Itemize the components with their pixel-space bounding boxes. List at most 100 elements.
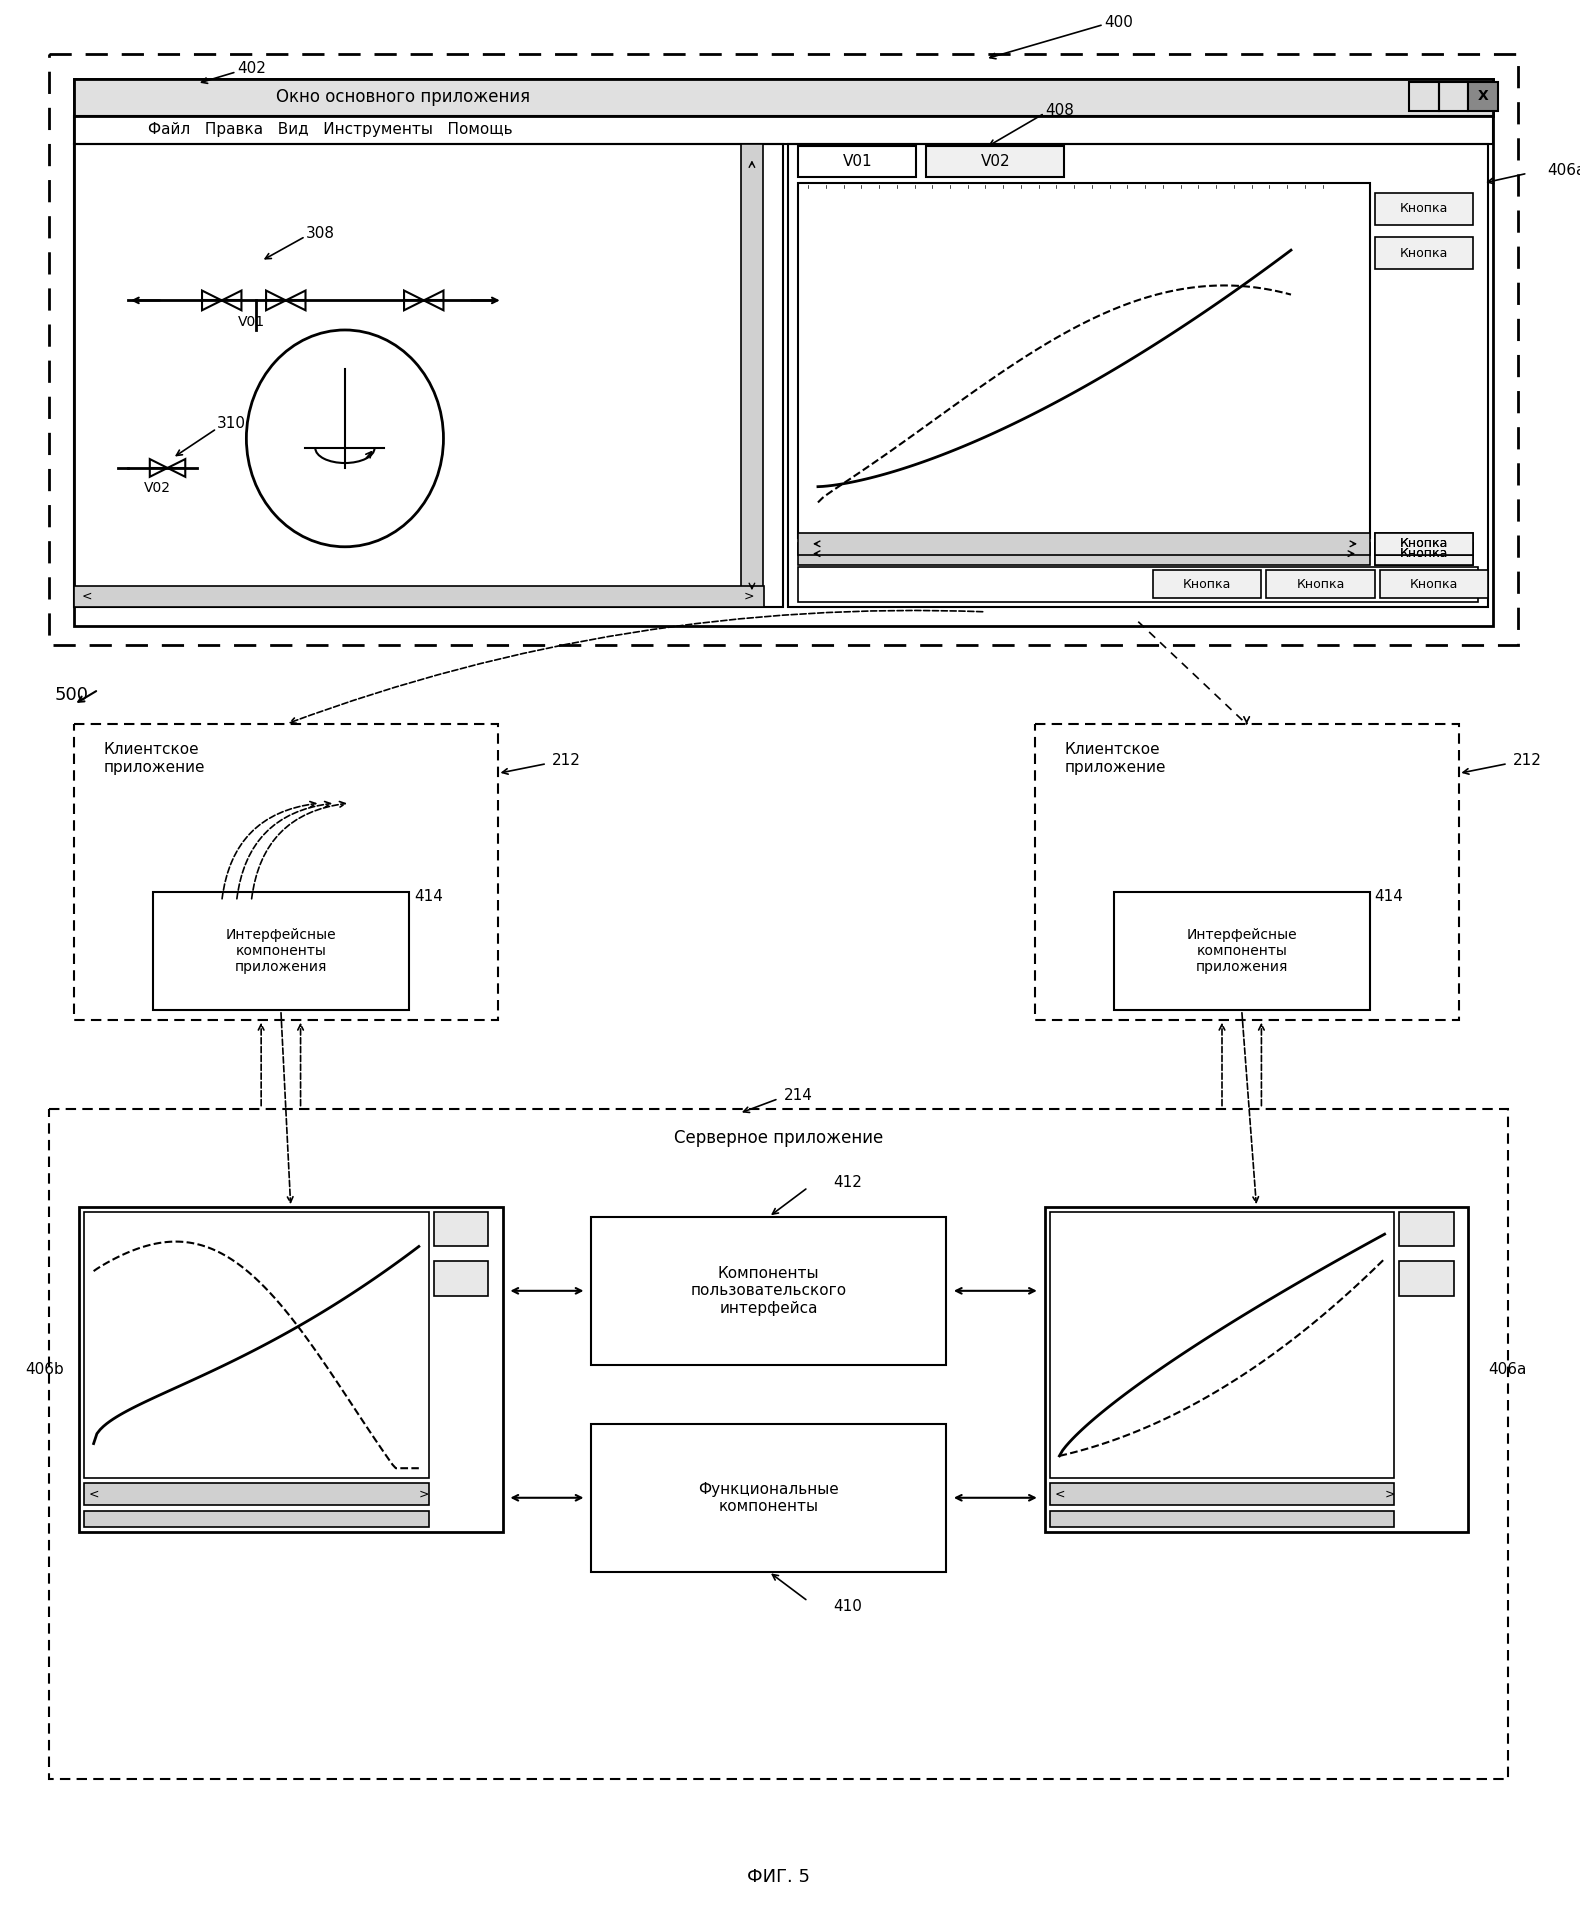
Text: Кнопка: Кнопка	[1400, 548, 1449, 559]
Text: >: >	[1384, 1488, 1395, 1501]
Text: 402: 402	[237, 62, 265, 77]
Bar	[74, 144, 784, 607]
Text: 412: 412	[833, 1174, 863, 1190]
Text: Кнопка: Кнопка	[1400, 538, 1449, 550]
Text: >: >	[419, 1488, 430, 1501]
Text: Серверное приложение: Серверное приложение	[675, 1128, 883, 1147]
Bar	[1375, 192, 1473, 225]
Bar	[74, 79, 1493, 115]
Text: Кнопка: Кнопка	[1409, 579, 1458, 590]
Polygon shape	[202, 290, 221, 309]
Text: Кнопка: Кнопка	[1183, 579, 1231, 590]
Bar	[1044, 1207, 1468, 1532]
Bar	[926, 146, 1065, 177]
Text: Окно основного приложения: Окно основного приложения	[276, 88, 529, 106]
Text: Функциональные
компоненты: Функциональные компоненты	[698, 1482, 839, 1515]
Text: V02: V02	[144, 480, 171, 494]
Bar	[1375, 236, 1473, 269]
Text: <: <	[1054, 1488, 1065, 1501]
Bar	[74, 725, 498, 1021]
Bar	[1409, 81, 1439, 111]
Text: 408: 408	[1044, 102, 1074, 117]
Bar	[788, 144, 1488, 607]
Text: Кнопка: Кнопка	[1400, 538, 1449, 550]
Bar	[74, 79, 1493, 627]
Text: Клиентское
приложение: Клиентское приложение	[1065, 742, 1166, 775]
Bar	[84, 1213, 428, 1478]
Bar	[1035, 725, 1458, 1021]
Text: 400: 400	[1104, 15, 1133, 31]
Bar	[433, 1261, 488, 1295]
Bar	[798, 567, 1479, 602]
Text: 308: 308	[307, 227, 335, 240]
Polygon shape	[265, 290, 286, 309]
Bar	[798, 183, 1370, 538]
Text: V01: V01	[842, 154, 872, 169]
Text: <: <	[82, 590, 92, 604]
Bar	[591, 1424, 946, 1572]
Text: Кнопка: Кнопка	[1296, 579, 1345, 590]
Bar	[74, 115, 1493, 144]
Bar	[1114, 892, 1370, 1009]
Text: 212: 212	[1514, 753, 1542, 769]
Text: <: <	[88, 1488, 100, 1501]
Text: 406b: 406b	[25, 1363, 63, 1378]
Bar	[1375, 532, 1473, 555]
Bar	[1439, 81, 1468, 111]
Text: V01: V01	[237, 315, 265, 329]
Bar	[798, 542, 1370, 565]
Bar	[591, 1217, 946, 1365]
Bar	[74, 586, 763, 607]
Text: 310: 310	[216, 415, 246, 431]
Text: Кнопка: Кнопка	[1400, 202, 1449, 215]
Text: 214: 214	[784, 1088, 812, 1103]
Text: Клиентское
приложение: Клиентское приложение	[103, 742, 205, 775]
Bar	[1375, 542, 1473, 565]
Bar	[153, 892, 409, 1009]
Polygon shape	[221, 290, 242, 309]
Text: ФИГ. 5: ФИГ. 5	[747, 1868, 811, 1885]
Bar	[1153, 571, 1261, 598]
Bar	[1049, 1213, 1395, 1478]
Text: >: >	[744, 590, 754, 604]
Text: 406a: 406a	[1488, 1363, 1526, 1378]
Text: 414: 414	[414, 890, 442, 903]
Bar	[1375, 542, 1473, 565]
Bar	[79, 1207, 502, 1532]
Bar	[84, 1484, 428, 1505]
Text: 212: 212	[553, 753, 581, 769]
Ellipse shape	[246, 331, 444, 546]
Bar	[1400, 1213, 1454, 1247]
Bar	[49, 1109, 1507, 1778]
Polygon shape	[167, 459, 185, 477]
Bar	[1049, 1484, 1395, 1505]
Text: X: X	[1477, 90, 1488, 104]
Bar	[1379, 571, 1488, 598]
Bar	[49, 54, 1518, 646]
Bar	[798, 146, 916, 177]
Bar	[741, 144, 763, 607]
Polygon shape	[150, 459, 167, 477]
Polygon shape	[423, 290, 444, 309]
Polygon shape	[404, 290, 423, 309]
Text: Кнопка: Кнопка	[1400, 246, 1449, 259]
Text: Интерфейсные
компоненты
приложения: Интерфейсные компоненты приложения	[1187, 928, 1297, 974]
Bar	[1266, 571, 1375, 598]
Text: V02: V02	[981, 154, 1010, 169]
Bar	[433, 1213, 488, 1247]
Bar	[1468, 81, 1498, 111]
Bar	[1375, 532, 1473, 555]
Polygon shape	[286, 290, 305, 309]
Text: 414: 414	[1375, 890, 1403, 903]
Text: 406a: 406a	[1548, 163, 1580, 179]
Bar	[1049, 1511, 1395, 1528]
Text: Файл   Правка   Вид   Инструменты   Помощь: Файл Правка Вид Инструменты Помощь	[149, 123, 512, 136]
Text: Компоненты
пользовательского
интерфейса: Компоненты пользовательского интерфейса	[690, 1267, 847, 1317]
Text: 500: 500	[54, 686, 88, 703]
Bar	[1400, 1261, 1454, 1295]
Bar	[84, 1511, 428, 1528]
Text: 410: 410	[833, 1599, 863, 1614]
Text: Интерфейсные
компоненты
приложения: Интерфейсные компоненты приложения	[226, 928, 337, 974]
Text: Кнопка: Кнопка	[1400, 548, 1449, 559]
Bar	[798, 532, 1370, 555]
